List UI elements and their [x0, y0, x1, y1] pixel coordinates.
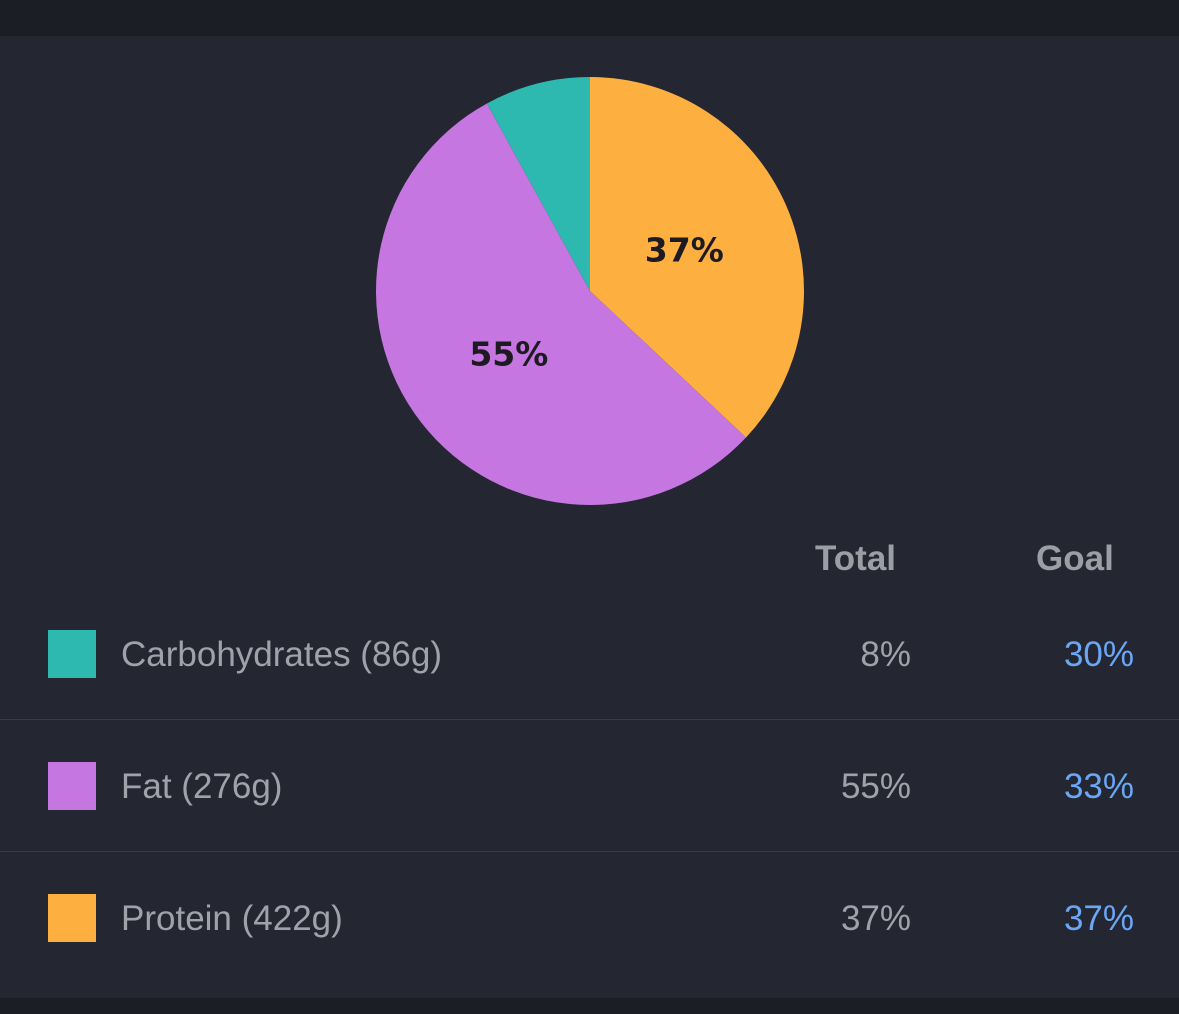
macros-panel: 37% 55% Total Goal Carbohydrates (86g) 8%… [0, 36, 1179, 998]
carbohydrates-total: 8% [860, 635, 911, 674]
protein-label: Protein (422g) [121, 899, 343, 938]
goal-column-header: Goal [1036, 539, 1114, 578]
fat-total: 55% [840, 767, 911, 806]
row-divider [0, 719, 1179, 720]
row-divider [0, 851, 1179, 852]
macro-row-fat[interactable]: Fat (276g) 55% 33% [0, 720, 1179, 852]
carbohydrates-swatch [48, 630, 96, 678]
fat-goal[interactable]: 33% [1063, 767, 1134, 806]
top-bar [0, 0, 1179, 36]
pie-label-protein: 37% [645, 231, 724, 270]
total-column-header: Total [815, 539, 897, 578]
protein-total: 37% [840, 899, 911, 938]
protein-goal[interactable]: 37% [1063, 899, 1134, 938]
fat-label: Fat (276g) [121, 767, 283, 806]
protein-swatch [48, 894, 96, 942]
macro-pie-chart: 37% 55% [375, 77, 804, 506]
macro-row-carbohydrates[interactable]: Carbohydrates (86g) 8% 30% [0, 588, 1179, 720]
pie-label-fat: 55% [469, 334, 548, 373]
macro-row-protein[interactable]: Protein (422g) 37% 37% [0, 852, 1179, 984]
bottom-bar [0, 998, 1179, 1014]
pie-slice-protein[interactable] [590, 77, 804, 438]
pie-slice-carbohydrates[interactable] [486, 77, 590, 291]
carbohydrates-label: Carbohydrates (86g) [121, 635, 442, 674]
carbohydrates-goal[interactable]: 30% [1063, 635, 1134, 674]
fat-swatch [48, 762, 96, 810]
pie-slice-fat[interactable] [375, 103, 746, 506]
